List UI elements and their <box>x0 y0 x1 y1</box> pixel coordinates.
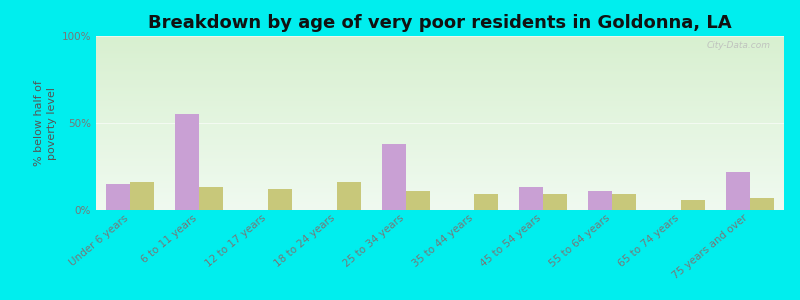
Bar <box>175 114 199 210</box>
Title: Breakdown by age of very poor residents in Goldonna, LA: Breakdown by age of very poor residents … <box>148 14 732 32</box>
Bar <box>199 188 223 210</box>
Bar <box>382 144 406 210</box>
Bar <box>474 194 498 210</box>
Y-axis label: % below half of
poverty level: % below half of poverty level <box>34 80 58 166</box>
Bar <box>337 182 361 210</box>
Bar <box>106 184 130 210</box>
Bar <box>612 194 636 210</box>
Bar <box>726 172 750 210</box>
Bar <box>681 200 705 210</box>
Bar <box>588 191 612 210</box>
Bar <box>406 191 430 210</box>
Bar <box>130 182 154 210</box>
Bar <box>750 198 774 210</box>
Text: City-Data.com: City-Data.com <box>706 41 770 50</box>
Bar <box>543 194 567 210</box>
Bar <box>268 189 292 210</box>
Bar <box>519 188 543 210</box>
